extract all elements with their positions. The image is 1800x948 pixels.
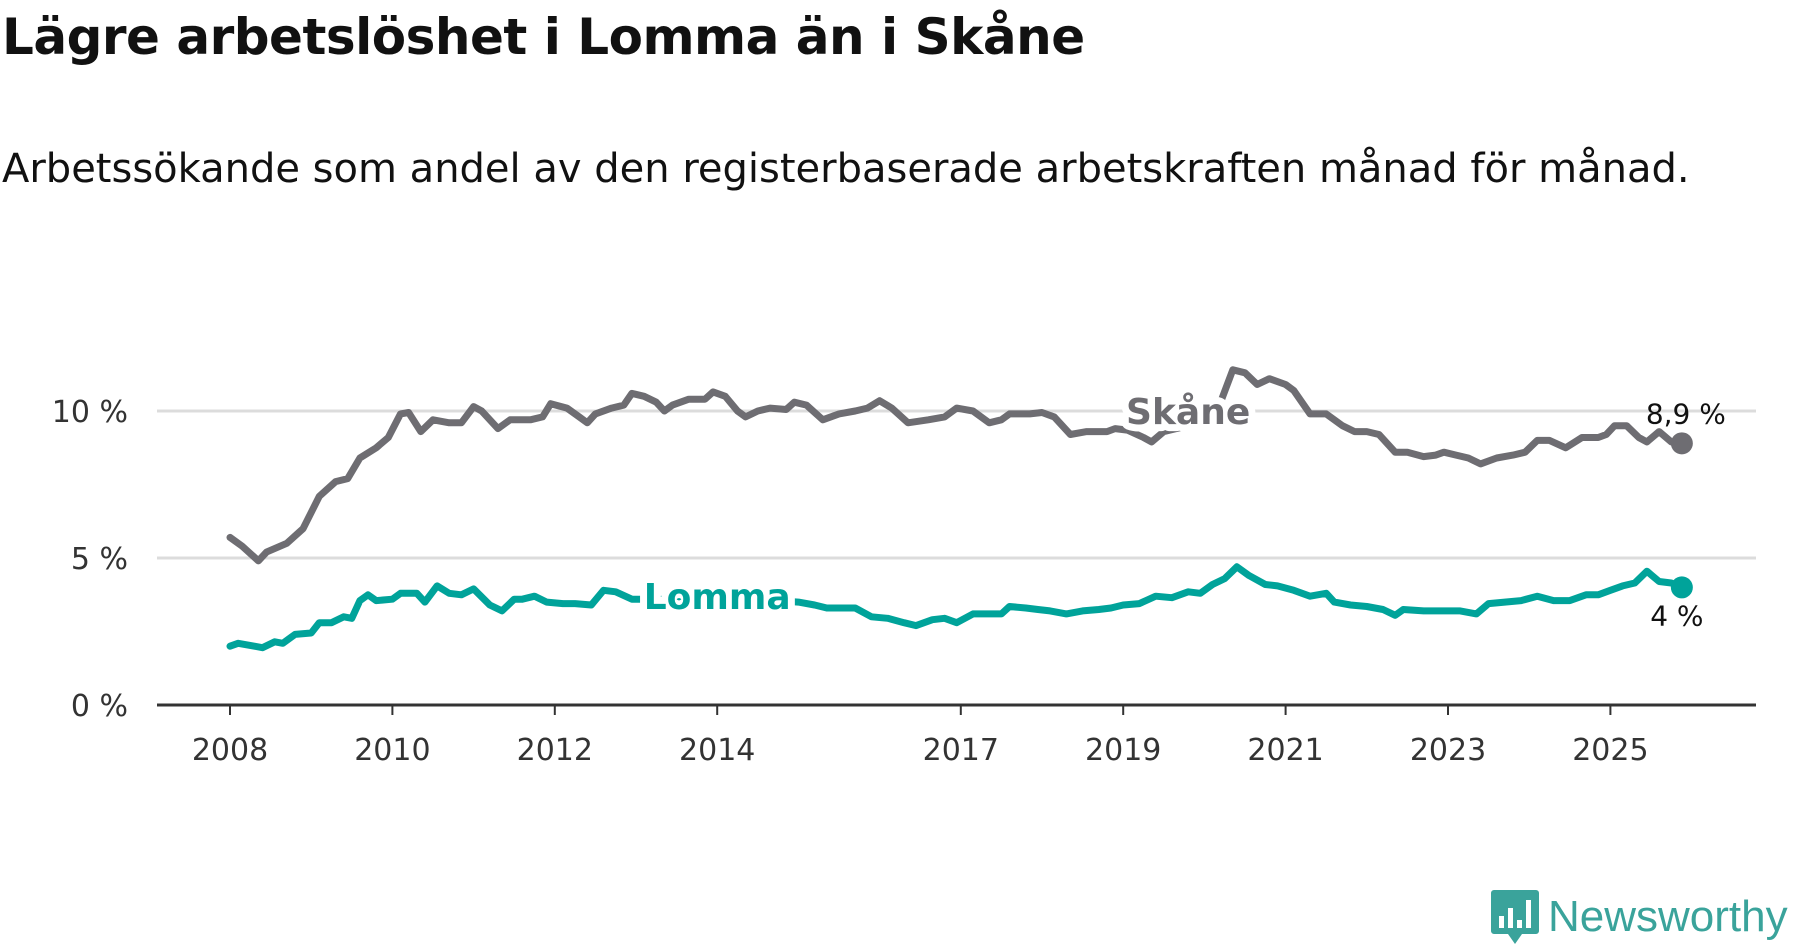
series-line-lomma [226, 563, 1686, 652]
end-value-label-lomma: 4 % [1650, 599, 1703, 632]
x-tick-label: 2012 [517, 733, 593, 768]
series-label-lomma: Lomma [644, 577, 791, 618]
newsworthy-logo: Newsworthy [1490, 888, 1788, 946]
y-tick-label: 10 % [52, 395, 128, 430]
chart-subtitle: Arbetssökande som andel av den registerb… [2, 146, 1690, 192]
x-tick-label: 2021 [1247, 733, 1323, 768]
y-axis-ticks: 0 % 5 % 10 % [52, 395, 128, 724]
x-tick-label: 2010 [354, 733, 430, 768]
x-tick-label: 2017 [923, 733, 999, 768]
x-axis-ticks: 2008 2010 2012 2014 2017 2019 2021 2023 2025 [192, 705, 1649, 768]
newsworthy-logo-text: Newsworthy [1548, 892, 1788, 941]
end-point-skne [1670, 432, 1693, 455]
line-chart: 2008 2010 2012 2014 2017 2019 2021 2023 2025 0 %… [52, 366, 1756, 768]
series-line-skne [226, 366, 1686, 565]
x-tick-label: 2023 [1410, 733, 1486, 768]
series-label-skne: Skåne [1126, 392, 1250, 433]
chart-title: Lägre arbetslöshet i Lomma än i Skåne [2, 8, 1085, 66]
x-tick-label: 2008 [192, 733, 268, 768]
end-value-label-skne: 8,9 % [1646, 397, 1726, 430]
y-tick-label: 0 % [71, 689, 128, 724]
x-tick-label: 2025 [1572, 733, 1648, 768]
newsworthy-logo-icon [1491, 890, 1539, 944]
series-lines [226, 366, 1693, 652]
series-labels: 8,9 % 4 % Skåne Lomma [637, 385, 1726, 632]
end-point-lomma [1670, 576, 1693, 599]
y-tick-label: 5 % [71, 542, 128, 577]
gridlines [157, 409, 1756, 560]
x-tick-label: 2019 [1085, 733, 1161, 768]
x-tick-label: 2014 [679, 733, 755, 768]
